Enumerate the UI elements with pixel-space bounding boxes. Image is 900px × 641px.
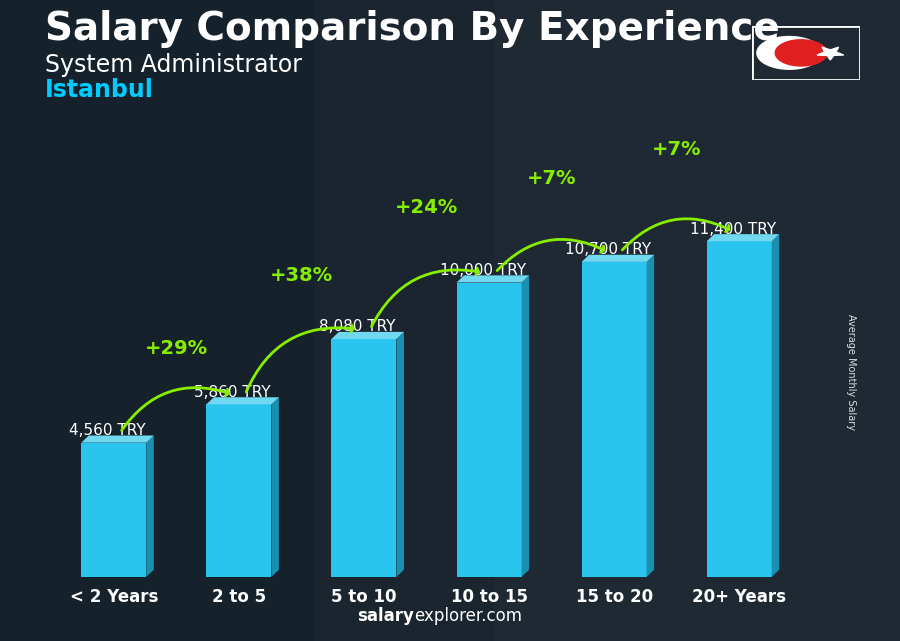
Text: +24%: +24% [395, 197, 458, 217]
Bar [206, 404, 272, 577]
Bar [331, 339, 397, 577]
Text: +7%: +7% [652, 140, 701, 160]
Text: +29%: +29% [145, 339, 208, 358]
Polygon shape [81, 435, 154, 443]
Polygon shape [771, 234, 779, 577]
Polygon shape [206, 397, 279, 404]
Text: +7%: +7% [526, 169, 576, 188]
Text: 11,400 TRY: 11,400 TRY [690, 222, 776, 237]
Text: System Administrator: System Administrator [45, 53, 302, 76]
Polygon shape [397, 332, 404, 577]
Polygon shape [757, 37, 822, 69]
Text: 10,700 TRY: 10,700 TRY [565, 242, 651, 257]
Polygon shape [147, 435, 154, 577]
Polygon shape [646, 254, 654, 577]
Polygon shape [775, 40, 827, 66]
Bar [0, 0, 315, 641]
Polygon shape [706, 234, 779, 241]
Text: 10,000 TRY: 10,000 TRY [440, 263, 526, 278]
Text: salary: salary [357, 607, 414, 625]
Text: explorer.com: explorer.com [414, 607, 522, 625]
Text: 8,080 TRY: 8,080 TRY [320, 319, 396, 334]
Bar [456, 283, 522, 577]
Bar [495, 0, 900, 641]
Polygon shape [456, 276, 529, 283]
Text: 4,560 TRY: 4,560 TRY [69, 423, 146, 438]
Bar [581, 262, 646, 577]
Bar [81, 443, 147, 577]
Polygon shape [331, 332, 404, 339]
Text: +38%: +38% [270, 266, 333, 285]
Text: Istanbul: Istanbul [45, 78, 154, 102]
Polygon shape [272, 397, 279, 577]
Bar [706, 241, 771, 577]
Polygon shape [581, 254, 654, 262]
Polygon shape [522, 276, 529, 577]
Text: Salary Comparison By Experience: Salary Comparison By Experience [45, 10, 779, 47]
Polygon shape [817, 47, 843, 60]
Text: Average Monthly Salary: Average Monthly Salary [845, 314, 856, 429]
Text: 5,860 TRY: 5,860 TRY [194, 385, 271, 399]
